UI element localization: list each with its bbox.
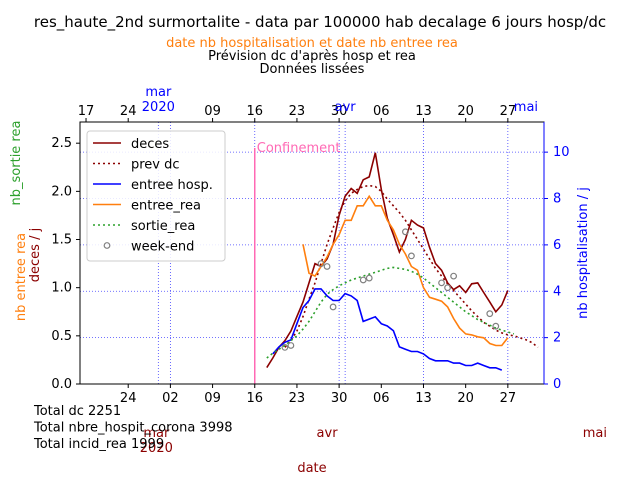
left-tick-label: 2.5 [51,136,72,151]
data-point-weekend [281,343,289,351]
y-label-entree-rea: nb entree rea [14,233,29,321]
data-point-weekend [438,279,445,287]
chart-subtitle-3: Données lissées [260,62,365,77]
bottom-tick-label: 30 [331,391,348,406]
legend-box [86,130,226,262]
left-tick-label: 2.0 [51,184,72,199]
bottom-tick-label: 06 [373,391,390,406]
bottom-tick-label: 20 [457,391,474,406]
legend-label: entree_rea [131,199,201,214]
bottom-tick-label: 13 [415,391,432,406]
series-line-sortie_rea [266,266,515,359]
top-tick-label: 23 [289,104,306,119]
right-tick-label: 4 [553,284,561,299]
x-axis-label: date [297,461,326,476]
data-point-weekend [408,252,415,260]
chart-subtitle-orange: date nb hospitalisation et date nb entre… [166,36,458,51]
bottom-tick-label: 16 [246,391,263,406]
top-tick-label: 06 [373,104,390,119]
left-tick-label: 0.5 [51,329,72,344]
data-point-weekend [402,228,409,236]
top-tick-label: 24 [120,104,137,119]
data-point-weekend [323,263,331,270]
chart-subtitle-2: Prévision dc d'après hosp et rea [208,49,416,64]
legend-label: week-end [131,240,194,255]
data-point-weekend [329,303,337,311]
top-month-label: mar [145,85,172,100]
legend-label: entree hosp. [131,178,213,193]
top-tick-label: 16 [246,104,263,119]
right-tick-label: 8 [553,192,561,207]
data-point-weekend [450,272,458,280]
left-tick-label: 1.5 [51,233,72,248]
right-tick-label: 0 [553,377,561,392]
legend-label: sortie_rea [131,219,195,234]
top-tick-label: 27 [500,104,517,119]
bottom-tick-label: 24 [120,391,137,406]
confinement-label: Confinement [257,141,341,156]
chart-title: res_haute_2nd surmortalite - data par 10… [34,13,606,32]
series-line-entree_rea [302,194,509,347]
bottom-month-label: mai [583,426,607,441]
y-label-sortie: nb_sortie rea [9,121,24,206]
series-line-entree_hosp [272,288,503,371]
data-point-weekend [359,276,367,284]
right-tick-label: 6 [553,238,561,253]
left-tick-label: 0.0 [51,377,72,392]
left-tick-label: 1.0 [51,281,72,296]
top-tick-label: 30 [331,104,348,119]
bottom-tick-label: 02 [162,391,179,406]
legend-marker-weekend [103,242,111,249]
bottom-month-label: avr [317,426,339,441]
y-label-right: nb hospitalisation / j [576,187,591,319]
data-point-weekend [365,274,373,282]
data-point-weekend [486,310,494,318]
data-point-weekend [444,284,451,292]
total-text: Total dc 2251 [33,404,121,419]
top-tick-label: 09 [204,104,221,119]
bottom-tick-label: 27 [500,391,517,406]
legend-label: prev dc [131,158,180,173]
right-tick-label: 2 [553,331,561,346]
total-text: Total nbre_hospit_corona 3998 [33,421,233,436]
legend-label: deces [131,137,169,152]
series-line-prev_dc [284,184,539,349]
data-point-weekend [492,322,500,330]
top-tick-label: 17 [78,104,95,119]
top-tick-label: 20 [457,104,474,119]
data-point-weekend [317,260,325,267]
total-text: Total incid_rea 1999 [33,437,164,452]
bottom-tick-label: 09 [204,391,221,406]
bottom-tick-label: 23 [289,391,306,406]
top-month-label: avr [335,100,357,115]
top-month-label: 2020 [142,100,175,115]
bottom-month-label: 2020 [140,441,173,456]
bottom-month-label: mar [143,426,170,441]
top-tick-label: 13 [415,104,432,119]
data-point-weekend [287,342,295,349]
y-label-deces: deces / j [28,228,43,282]
right-tick-label: 10 [553,145,570,160]
top-month-label: mai [514,100,538,115]
